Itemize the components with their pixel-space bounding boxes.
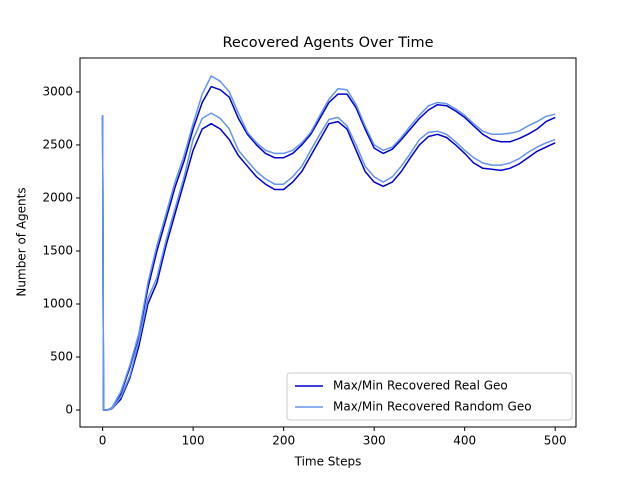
x-tick-label: 100 (182, 434, 205, 448)
x-tick-label: 0 (99, 434, 107, 448)
line-max (101, 75, 556, 411)
x-tick-label: 200 (272, 434, 295, 448)
x-tick-label: 500 (544, 434, 567, 448)
legend-box (286, 372, 573, 421)
chart-title: Recovered Agents Over Time (222, 35, 433, 51)
plot-frame (79, 57, 577, 428)
line-max (101, 85, 556, 411)
x-axis-label: Time Steps (294, 455, 362, 469)
x-tick-label: 400 (453, 434, 476, 448)
y-tick-label: 2500 (42, 137, 73, 151)
line-min (101, 117, 556, 411)
y-tick-label: 1000 (42, 297, 73, 311)
legend-label: Max/Min Recovered Real Geo (333, 379, 508, 393)
x-tick-label: 300 (363, 434, 386, 448)
y-tick-label: 2000 (42, 190, 73, 204)
y-tick-label: 500 (50, 350, 73, 364)
legend-label: Max/Min Recovered Random Geo (333, 400, 532, 414)
line-min (101, 112, 556, 411)
y-axis-label: Number of Agents (15, 187, 29, 296)
y-tick-label: 3000 (42, 84, 73, 98)
y-tick-label: 1500 (42, 243, 73, 257)
y-tick-label: 0 (65, 403, 73, 417)
